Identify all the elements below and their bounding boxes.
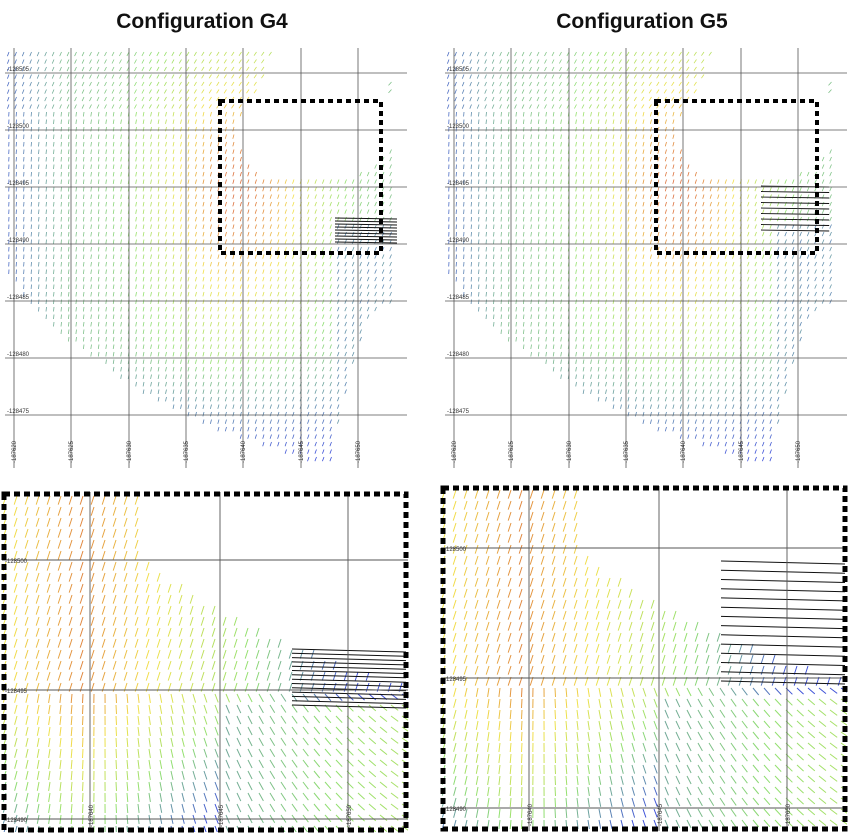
velocity-arrows: [83, 716, 84, 725]
y-tick-label: -128475: [447, 409, 470, 415]
y-tick-label: -128490: [5, 818, 28, 824]
y-tick-label: -128500: [447, 124, 470, 130]
x-tick-label: -187630: [127, 440, 133, 463]
velocity-arrows: [522, 688, 523, 697]
velocity-arrows: [61, 135, 62, 245]
velocity-arrows: [83, 705, 84, 714]
y-tick-label: -128480: [447, 352, 470, 358]
x-tick-label: -187650: [356, 440, 362, 463]
x-tick-label: -187645: [219, 804, 225, 827]
x-tick-label: -187645: [658, 803, 664, 826]
vector-field-g4: -128505 -128500 -128495 -128490 -128485 -1284…: [5, 48, 407, 468]
x-tick-label: -187635: [184, 440, 190, 463]
velocity-arrows: [522, 699, 523, 708]
y-tick-label: -128505: [7, 67, 30, 73]
y-tick-label: -128480: [7, 352, 30, 358]
velocity-arrows: [501, 135, 502, 245]
x-tick-label: -187645: [299, 440, 305, 463]
x-tick-label: -187620: [452, 440, 458, 463]
x-tick-label: -187640: [241, 440, 247, 463]
velocity-arrows: [522, 710, 523, 719]
y-tick-label: -128500: [7, 124, 30, 130]
y-tick-label: -128500: [5, 559, 28, 565]
y-tick-label: -128500: [444, 547, 467, 553]
zoom-view-g4-zoom: -128500 -128495 -128490 -187640 -187645 -1876…: [2, 492, 409, 834]
x-tick-label: -187650: [786, 803, 792, 826]
x-tick-label: -187630: [567, 440, 573, 463]
y-tick-label: -128495: [444, 677, 467, 683]
y-tick-label: -128475: [7, 409, 30, 415]
x-tick-label: -187640: [528, 803, 534, 826]
x-tick-label: -187640: [681, 440, 687, 463]
y-tick-label: -128495: [7, 181, 30, 187]
y-tick-label: -128490: [447, 238, 470, 244]
y-tick-label: -128490: [7, 238, 30, 244]
y-tick-label: -128485: [447, 295, 470, 301]
x-tick-label: -187620: [12, 440, 18, 463]
velocity-arrows: [83, 694, 84, 703]
x-tick-label: -187635: [624, 440, 630, 463]
zoom-background: [2, 492, 408, 832]
y-tick-label: -128495: [5, 689, 28, 695]
y-tick-label: -128495: [447, 181, 470, 187]
x-tick-label: -187645: [739, 440, 745, 463]
vector-field-g5: -128505 -128500 -128495 -128490 -128485 -1284…: [445, 48, 847, 468]
y-tick-label: -128505: [447, 67, 470, 73]
y-tick-label: -128490: [444, 807, 467, 813]
x-tick-label: -187640: [89, 804, 95, 827]
y-tick-label: -128485: [7, 295, 30, 301]
x-tick-label: -187650: [796, 440, 802, 463]
x-tick-label: -187625: [69, 440, 75, 463]
x-tick-label: -187650: [347, 804, 353, 827]
x-tick-label: -187625: [509, 440, 515, 463]
zoom-view-g5-zoom: -128500 -128495 -128490 -187640 -187645 -1876…: [441, 486, 848, 831]
